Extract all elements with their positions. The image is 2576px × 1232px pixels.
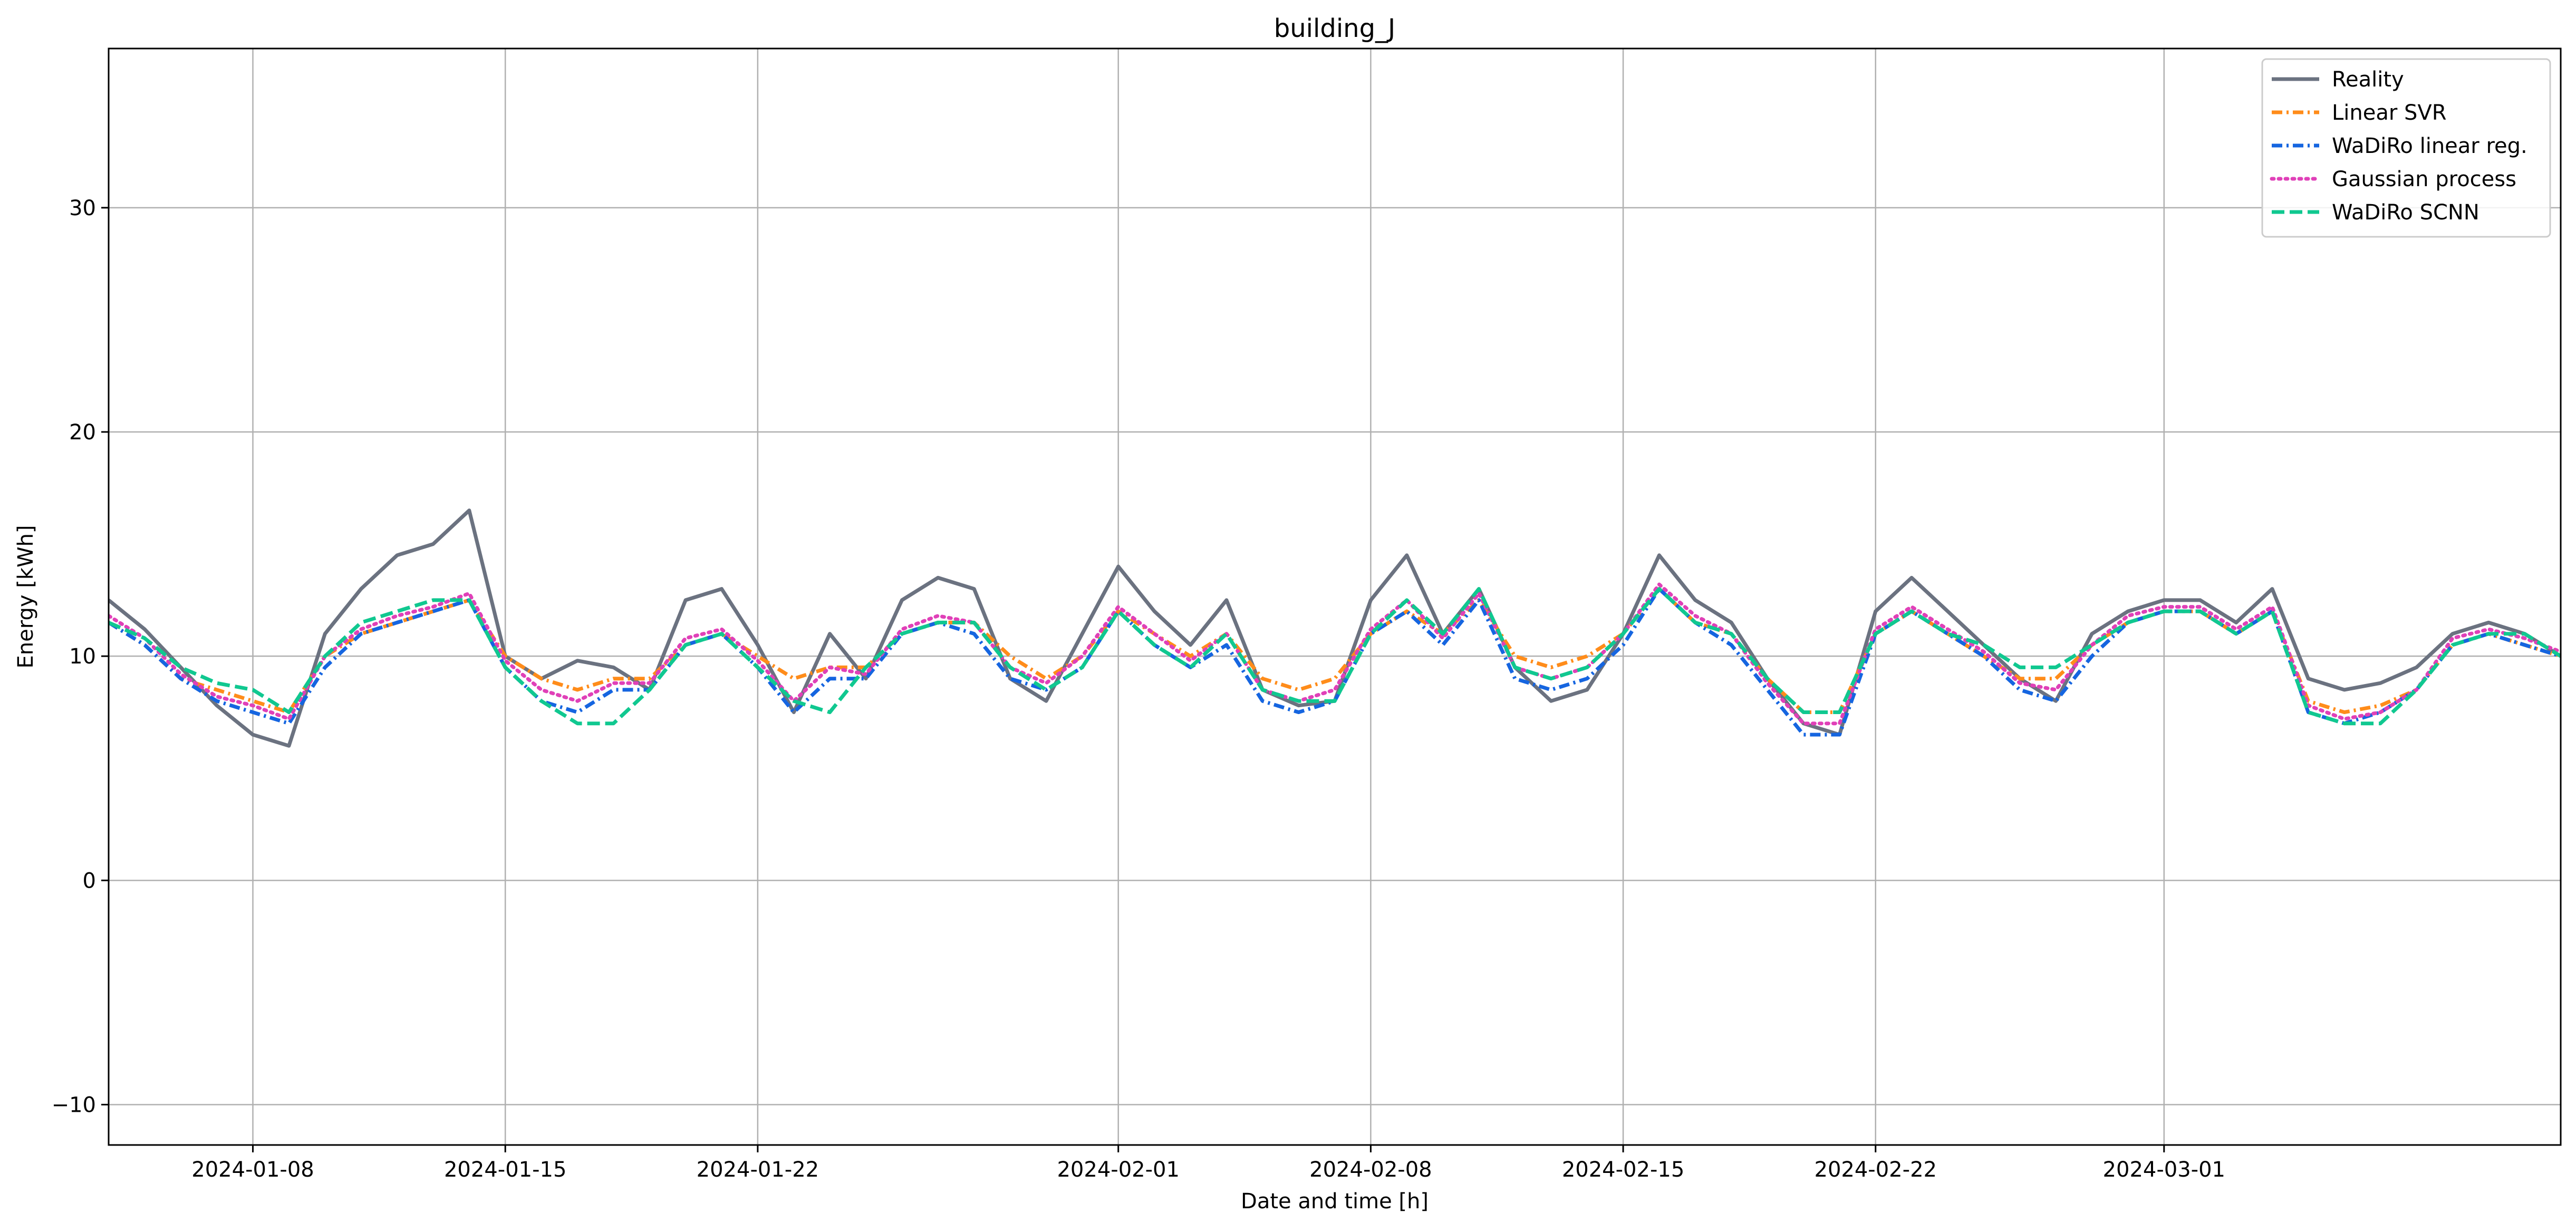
plot-area — [109, 508, 2561, 748]
y-axis-label: Energy [kWh] — [14, 525, 38, 668]
legend-item: Reality — [2272, 68, 2404, 92]
plot-frame — [108, 47, 2562, 1146]
y-tick-label: 10 — [69, 644, 96, 669]
x-tick-label: 2024-01-22 — [697, 1158, 819, 1182]
legend-box — [2261, 58, 2551, 238]
y-tick-label: 0 — [83, 869, 96, 893]
x-tick-label: 2024-01-15 — [444, 1158, 566, 1182]
legend-item: WaDiRo SCNN — [2272, 200, 2479, 225]
y-tick-label: 30 — [69, 196, 96, 220]
x-tick-label: 2024-02-01 — [1057, 1158, 1179, 1182]
legend-item: Linear SVR — [2272, 101, 2447, 125]
legend-label: Linear SVR — [2332, 101, 2447, 125]
series-lines — [109, 508, 2561, 748]
series-line-gaussian-process — [109, 582, 2561, 726]
grid — [109, 49, 2561, 1145]
y-tick-label: 20 — [69, 420, 96, 445]
legend-label: WaDiRo SCNN — [2332, 200, 2479, 225]
legend-label: Reality — [2332, 68, 2404, 92]
legend-label: WaDiRo linear reg. — [2332, 134, 2527, 158]
legend-item: Gaussian process — [2270, 167, 2516, 191]
series-line-wadiro-scnn — [109, 587, 2561, 726]
legend-label: Gaussian process — [2332, 167, 2516, 191]
x-tick-label: 2024-02-22 — [1815, 1158, 1937, 1182]
chart-title: building_J — [1274, 14, 1395, 43]
x-tick-label: 2024-03-01 — [2103, 1158, 2225, 1182]
x-axis-label: Date and time [h] — [1241, 1189, 1429, 1214]
x-tick-label: 2024-01-08 — [191, 1158, 314, 1182]
y-tick-label: −10 — [52, 1093, 96, 1117]
legend-item: WaDiRo linear reg. — [2272, 134, 2527, 158]
legend: Reality Linear SVR WaDiRo linear reg. Gauss… — [2261, 58, 2551, 238]
series-line-linear-svr — [109, 587, 2561, 714]
x-tick-label: 2024-02-15 — [1562, 1158, 1684, 1182]
x-tick-label: 2024-02-08 — [1309, 1158, 1432, 1182]
x-axis: 2024-01-08 2024-01-15 2024-01-22 2024-02-01… — [191, 1145, 2225, 1182]
y-axis: −10 0 10 20 30 — [52, 196, 109, 1117]
